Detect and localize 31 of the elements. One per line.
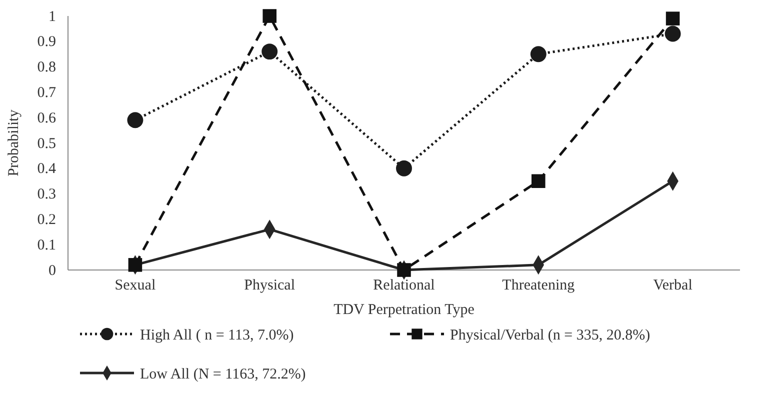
x-tick-label: Threatening bbox=[502, 278, 576, 294]
y-tick-label: 0.1 bbox=[37, 237, 56, 254]
y-tick-label: 0.3 bbox=[37, 186, 56, 203]
legend-label: Low All (N = 1163, 72.2%) bbox=[140, 366, 306, 382]
x-tick-label: Verbal bbox=[653, 278, 692, 294]
point bbox=[530, 46, 546, 62]
point bbox=[127, 112, 144, 128]
point bbox=[666, 12, 680, 26]
point bbox=[396, 160, 412, 176]
point bbox=[262, 44, 278, 60]
y-tick-label: 0.2 bbox=[37, 212, 56, 228]
y-tick-label: 0.8 bbox=[37, 60, 56, 76]
legend-label: High All ( n = 113, 7.0%) bbox=[140, 327, 294, 344]
y-tick-label: 0.6 bbox=[37, 110, 56, 126]
y-axis-title: Probability bbox=[6, 109, 22, 176]
y-tick-label: 0.7 bbox=[37, 85, 56, 101]
x-tick-label: Sexual bbox=[114, 278, 156, 294]
point bbox=[664, 26, 681, 42]
point bbox=[262, 9, 276, 23]
x-tick-label: Relational bbox=[373, 278, 435, 294]
y-tick-label: 0 bbox=[48, 262, 56, 279]
x-tick-label: Physical bbox=[244, 278, 296, 294]
y-tick-label: 0.5 bbox=[37, 136, 56, 152]
y-tick-label: 1 bbox=[48, 8, 56, 25]
x-axis-title: TDV Perpetration Type bbox=[334, 302, 475, 318]
y-tick-label: 0.4 bbox=[37, 161, 56, 178]
point bbox=[397, 263, 411, 277]
point bbox=[128, 258, 142, 272]
legend-label: Physical/Verbal (n = 335, 20.8%) bbox=[450, 327, 650, 344]
y-tick-label: 0.9 bbox=[37, 34, 56, 50]
point bbox=[532, 174, 546, 188]
